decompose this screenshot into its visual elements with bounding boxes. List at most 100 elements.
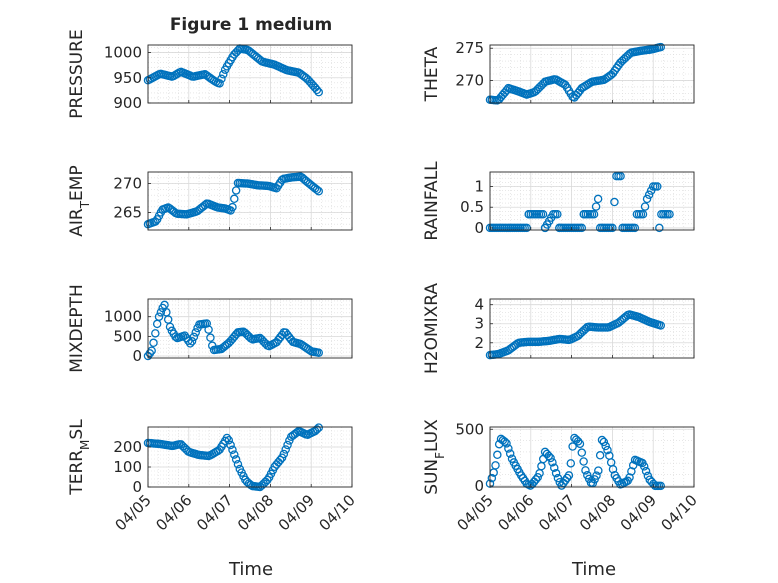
data-point — [230, 194, 239, 204]
y-tick-label: 1 — [474, 178, 484, 196]
x-tick-label: 04/09 — [275, 491, 318, 534]
y-tick-label: 0 — [474, 219, 484, 237]
data-point — [154, 312, 164, 321]
axes-frame — [489, 171, 695, 231]
data-point — [277, 175, 287, 185]
y-axis-label-part: EMP — [67, 165, 87, 201]
data-point — [217, 74, 226, 84]
data-point — [149, 338, 158, 348]
subplot-3: 265 270 AIRTEMP — [67, 165, 353, 237]
data-series — [485, 42, 665, 105]
data-point — [226, 440, 235, 450]
data-series — [485, 310, 665, 360]
y-axis-label: MIXDEPTH — [67, 284, 87, 373]
data-point — [215, 79, 224, 88]
data-point — [656, 321, 665, 330]
data-point — [538, 210, 548, 219]
data-point — [189, 332, 199, 342]
y-tick-label: 275 — [455, 39, 484, 57]
data-point — [593, 194, 603, 204]
y-axis-label-part: SUN — [422, 459, 442, 495]
y-axis-label-part: SL — [67, 419, 87, 440]
subplot-6: 234 H2OMIXRA — [422, 283, 695, 374]
data-point — [187, 337, 197, 346]
data-point — [562, 473, 572, 483]
data-point — [591, 202, 601, 211]
y-tick-label: 100 — [113, 458, 142, 476]
data-point — [500, 437, 509, 446]
x-tick-label: 04/07 — [535, 491, 578, 534]
data-point — [531, 475, 541, 484]
data-point — [312, 185, 322, 195]
axes-frame — [489, 298, 695, 359]
y-tick-label: 0 — [132, 478, 142, 496]
y-axis-label: PRESSURE — [67, 29, 87, 118]
data-point — [553, 473, 563, 483]
y-axis-label: SUNFLUX — [422, 419, 447, 495]
data-point — [603, 445, 612, 455]
y-tick-label: 500 — [455, 420, 484, 438]
y-axis-label-part: LUX — [422, 419, 442, 452]
data-series — [143, 300, 323, 361]
data-point — [608, 223, 617, 233]
data-point — [640, 202, 650, 211]
data-point — [312, 425, 322, 434]
data-point — [656, 481, 665, 491]
data-point — [638, 210, 648, 219]
x-tick-label: 04/09 — [617, 491, 660, 534]
data-point — [573, 437, 583, 446]
x-tick-label: 04/10 — [658, 491, 701, 534]
y-tick-label: 270 — [113, 175, 142, 193]
data-point — [228, 202, 237, 212]
data-point — [641, 466, 651, 476]
y-tick-label: 270 — [455, 71, 484, 89]
y-tick-label: 2 — [474, 334, 484, 352]
data-point — [575, 439, 585, 449]
data-point — [655, 223, 664, 233]
data-point — [314, 87, 323, 97]
y-tick-label: 200 — [113, 438, 142, 456]
x-tick-label: 04/10 — [316, 491, 359, 534]
data-point — [219, 70, 228, 79]
data-point — [191, 328, 200, 337]
data-point — [283, 440, 292, 450]
data-point — [568, 442, 577, 451]
data-point — [550, 463, 559, 473]
y-tick-label: 1000 — [104, 308, 142, 326]
subplot-4: 0 0.5 1 RAINFALL — [422, 161, 695, 241]
data-point — [577, 448, 587, 457]
data-point — [639, 462, 649, 471]
x-tick-label: 04/05 — [112, 491, 155, 534]
data-point — [314, 186, 323, 196]
data-series — [143, 423, 323, 492]
axes-frame — [147, 44, 353, 104]
data-point — [544, 451, 554, 461]
data-point — [281, 445, 290, 454]
data-point — [533, 472, 542, 482]
data-point — [206, 333, 215, 342]
data-point — [185, 339, 195, 348]
data-point — [279, 449, 289, 459]
data-point — [230, 450, 239, 459]
data-point — [564, 471, 574, 480]
axes-frame — [147, 298, 353, 359]
y-tick-label: 3 — [474, 315, 484, 333]
data-point — [579, 457, 588, 466]
y-tick-label: 0 — [474, 477, 484, 495]
y-axis-label-part: AIR — [67, 208, 87, 237]
data-point — [233, 459, 243, 469]
data-point — [589, 210, 599, 219]
data-point — [314, 348, 323, 358]
x-tick-label: 04/07 — [193, 491, 236, 534]
y-tick-label: 0.5 — [460, 198, 484, 216]
data-point — [581, 466, 590, 475]
y-tick-label: 900 — [113, 94, 142, 112]
data-point — [630, 223, 640, 233]
y-tick-label: 500 — [113, 327, 142, 345]
y-axis-label: THETA — [422, 46, 442, 102]
y-axis-label: RAINFALL — [422, 161, 442, 241]
